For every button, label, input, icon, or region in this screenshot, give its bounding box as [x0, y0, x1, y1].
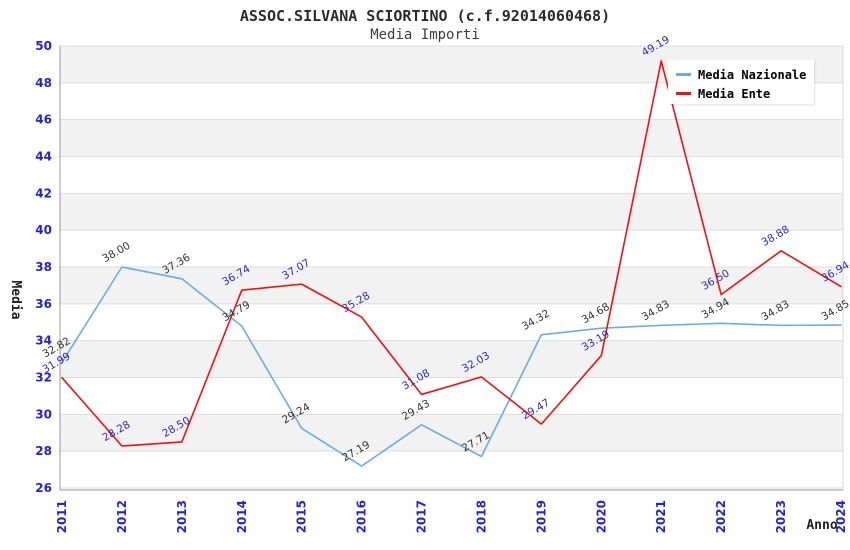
chart-subtitle: Media Importi [370, 27, 480, 43]
x-tick-label: 2019 [534, 500, 548, 533]
plot-band [60, 451, 843, 488]
x-tick-label: 2021 [654, 500, 668, 533]
plot-band [60, 377, 843, 415]
y-axis-title: Media [8, 280, 23, 319]
x-tick-label: 2012 [115, 500, 129, 533]
y-tick-label: 42 [35, 186, 52, 200]
x-tick-label: 2015 [295, 500, 309, 533]
x-tick-label: 2011 [55, 500, 69, 533]
y-tick-label: 48 [35, 76, 52, 90]
line-swatch-icon [676, 73, 691, 76]
y-tick-label: 28 [35, 444, 52, 458]
x-tick-label: 2023 [774, 500, 788, 533]
x-axis-title: Anno [806, 518, 837, 533]
y-tick-label: 30 [35, 407, 52, 421]
plot-band [60, 193, 843, 231]
x-tick-label: 2014 [235, 500, 249, 533]
chart-title: ASSOC.SILVANA SCIORTINO (c.f.92014060468… [239, 7, 611, 25]
x-tick-label: 2022 [714, 500, 728, 533]
plot-band [60, 340, 843, 378]
legend: Media Nazionale Media Ente [668, 60, 814, 104]
x-tick-label: 2024 [834, 500, 848, 533]
plot-band [60, 156, 843, 194]
x-tick-label: 2013 [175, 500, 189, 533]
y-tick-label: 38 [35, 260, 52, 274]
line-swatch-icon [676, 92, 691, 95]
x-tick-label: 2017 [415, 500, 429, 533]
y-tick-label: 44 [35, 150, 52, 164]
y-tick-label: 36 [35, 297, 52, 311]
legend-item-media-ente: Media Ente [668, 84, 814, 103]
legend-label: Media Ente [698, 86, 771, 101]
y-tick-label: 40 [35, 223, 52, 237]
y-tick-label: 50 [35, 39, 52, 53]
plot-band [60, 119, 843, 157]
legend-item-media-nazionale: Media Nazionale [668, 65, 814, 84]
y-tick-label: 32 [35, 371, 52, 385]
x-tick-label: 2018 [474, 500, 488, 533]
series-line-media-ente [61, 60, 842, 447]
legend-label: Media Nazionale [698, 67, 807, 82]
series-line-media-nazionale [61, 266, 842, 467]
plot-band [60, 303, 843, 341]
y-tick-label: 46 [35, 113, 52, 127]
y-tick-label: 26 [35, 481, 52, 495]
x-tick-label: 2020 [594, 500, 608, 533]
x-tick-label: 2016 [355, 500, 369, 533]
y-tick-label: 34 [35, 334, 52, 348]
